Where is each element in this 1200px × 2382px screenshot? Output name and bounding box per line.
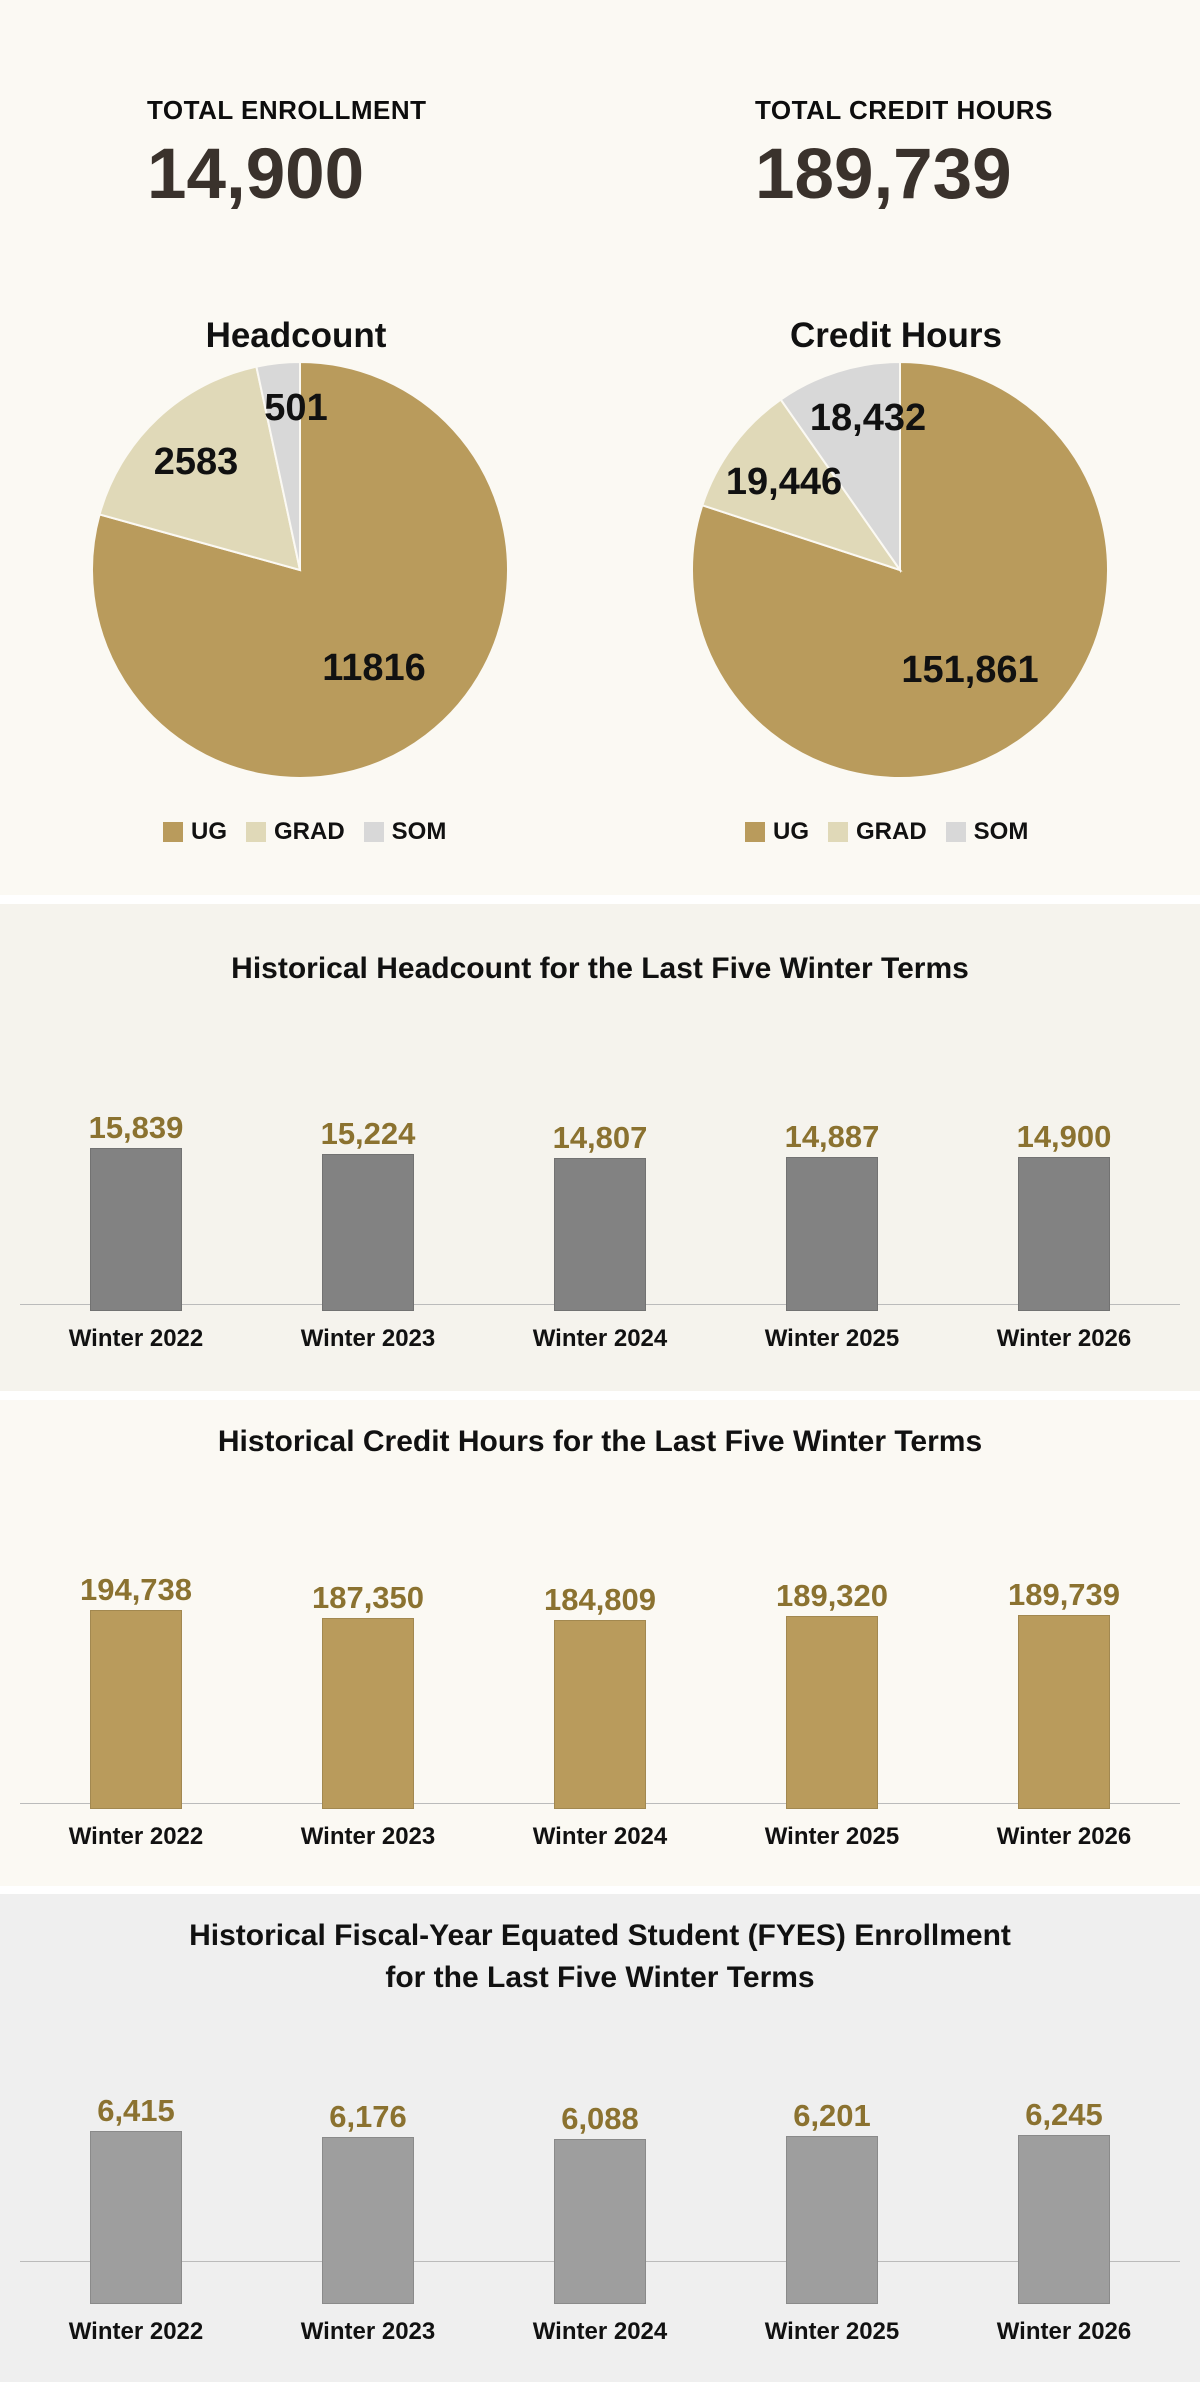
svg-text:151,861: 151,861 <box>901 649 1038 691</box>
svg-text:18,432: 18,432 <box>810 397 926 439</box>
svg-text:11816: 11816 <box>322 647 426 689</box>
svg-text:19,446: 19,446 <box>726 461 842 503</box>
svg-text:2583: 2583 <box>154 441 239 483</box>
svg-text:501: 501 <box>264 387 327 429</box>
